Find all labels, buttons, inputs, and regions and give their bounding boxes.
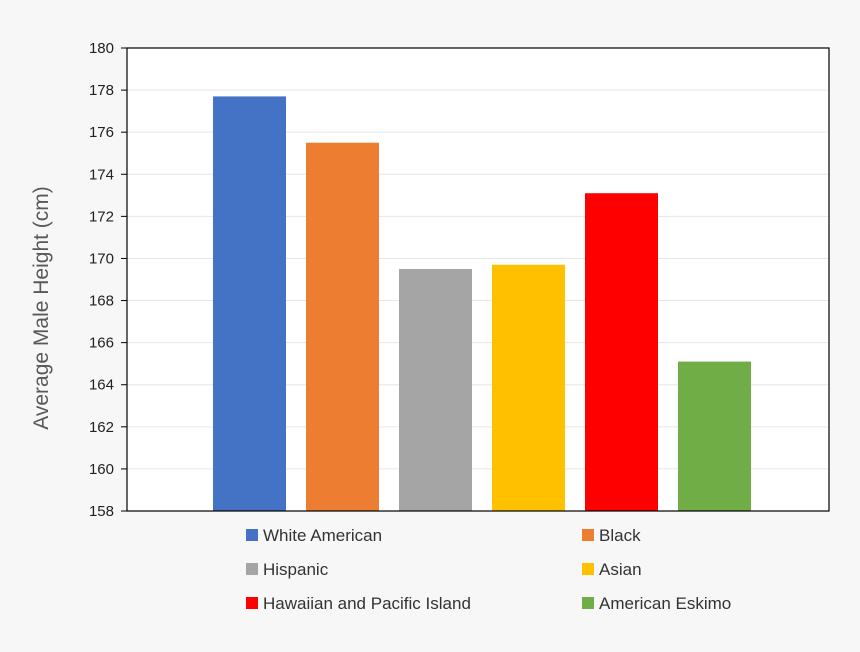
legend-swatch-asian	[582, 563, 594, 575]
y-tick-label: 168	[89, 293, 114, 310]
legend-label-hawaiian-and-pacific-island: Hawaiian and Pacific Island	[263, 594, 471, 613]
y-tick-label: 158	[89, 503, 114, 520]
legend-swatch-american-eskimo	[582, 597, 594, 609]
y-tick-label: 166	[89, 335, 114, 352]
legend-swatch-white-american	[246, 529, 258, 541]
legend-swatch-hawaiian-and-pacific-island	[246, 597, 258, 609]
y-tick-label: 160	[89, 461, 114, 478]
bar-black	[306, 142, 379, 512]
bar-hawaiian-and-pacific-island	[585, 193, 658, 512]
y-tick-label: 178	[89, 82, 114, 99]
y-tick-label: 176	[89, 124, 114, 141]
legend-swatch-black	[582, 529, 594, 541]
legend-label-asian: Asian	[599, 560, 642, 579]
y-tick-label: 180	[89, 40, 114, 57]
y-tick-label: 172	[89, 208, 114, 225]
legend-label-american-eskimo: American Eskimo	[599, 594, 731, 613]
bar-american-eskimo	[678, 361, 751, 511]
legend-swatch-hispanic	[246, 563, 258, 575]
y-axis: 158 160 162 164 166 168 170 172 174 176 178 180	[89, 40, 127, 520]
bar-white-american	[213, 96, 286, 512]
y-axis-title: Average Male Height (cm)	[30, 186, 53, 430]
bars	[213, 96, 751, 512]
legend-label-black: Black	[599, 526, 641, 545]
y-tick-label: 162	[89, 419, 114, 436]
legend-label-white-american: White American	[263, 526, 382, 545]
legend: White American Black Hispanic Asian Hawaiian…	[246, 526, 731, 613]
y-tick-label: 164	[89, 377, 114, 394]
bar-asian	[492, 264, 565, 511]
y-tick-label: 170	[89, 250, 114, 267]
bar-hispanic	[399, 268, 472, 511]
plot-border	[126, 47, 830, 512]
y-tick-label: 174	[89, 166, 114, 183]
legend-label-hispanic: Hispanic	[263, 560, 329, 579]
